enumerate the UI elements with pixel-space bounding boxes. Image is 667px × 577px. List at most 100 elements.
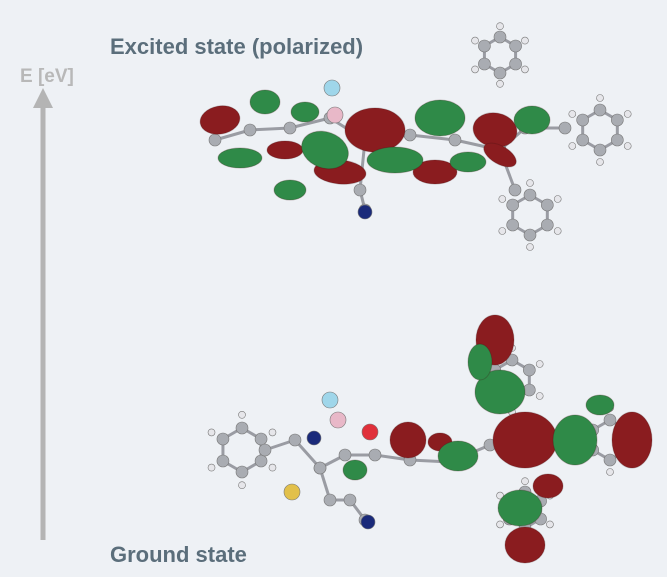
- atom: [521, 66, 528, 73]
- atom: [611, 134, 623, 146]
- atom: [449, 134, 461, 146]
- atom: [369, 449, 381, 461]
- atom: [507, 219, 519, 231]
- atom: [269, 464, 276, 471]
- atom: [239, 411, 246, 418]
- atom: [597, 159, 604, 166]
- orbital-lobe: [514, 106, 550, 134]
- atom: [510, 58, 522, 70]
- atom: [307, 431, 321, 445]
- orbital-lobe: [438, 441, 478, 471]
- atom: [527, 244, 534, 251]
- orbital-lobe: [612, 412, 652, 468]
- atom: [289, 434, 301, 446]
- orbital-lobe: [468, 344, 492, 380]
- atom: [244, 124, 256, 136]
- atom: [507, 199, 519, 211]
- atom: [330, 412, 346, 428]
- atom: [509, 184, 521, 196]
- atom: [339, 449, 351, 461]
- atom: [362, 424, 378, 440]
- orbital-lobe: [250, 90, 280, 114]
- atom: [324, 80, 340, 96]
- atom: [497, 521, 504, 528]
- atom: [208, 464, 215, 471]
- atom: [611, 114, 623, 126]
- atom: [322, 392, 338, 408]
- atom: [209, 134, 221, 146]
- atom: [354, 184, 366, 196]
- atom: [217, 433, 229, 445]
- atom: [361, 515, 375, 529]
- atom: [236, 466, 248, 478]
- atom: [269, 429, 276, 436]
- atom: [358, 205, 372, 219]
- atom: [499, 196, 506, 203]
- atom: [523, 364, 535, 376]
- atom: [594, 144, 606, 156]
- atom: [577, 114, 589, 126]
- atom: [494, 67, 506, 79]
- orbital-lobe: [533, 474, 563, 498]
- orbital-lobe: [450, 152, 486, 172]
- atom: [624, 143, 631, 150]
- atom: [604, 454, 616, 466]
- atom: [478, 40, 490, 52]
- atom: [494, 31, 506, 43]
- atom: [541, 219, 553, 231]
- atom: [536, 361, 543, 368]
- atom: [472, 37, 479, 44]
- atom: [554, 228, 561, 235]
- atom: [208, 429, 215, 436]
- energy-axis-label: E [eV]: [20, 66, 74, 87]
- atom: [559, 122, 571, 134]
- orbital-lobe: [367, 147, 423, 173]
- orbital-lobe: [343, 460, 367, 480]
- orbital-lobe: [498, 490, 542, 526]
- atom: [327, 107, 343, 123]
- orbital-lobe: [345, 108, 405, 152]
- ground-state-label: Ground state: [110, 542, 247, 567]
- atom: [499, 228, 506, 235]
- atom: [569, 143, 576, 150]
- atom: [594, 104, 606, 116]
- atom: [284, 122, 296, 134]
- atom: [497, 80, 504, 87]
- atom: [527, 180, 534, 187]
- orbital-lobe: [415, 100, 465, 136]
- atom: [314, 462, 326, 474]
- excited-state-label: Excited state (polarized): [110, 34, 363, 59]
- atom: [554, 196, 561, 203]
- atom: [624, 111, 631, 118]
- orbital-lobe: [493, 412, 557, 468]
- orbital-lobe: [505, 527, 545, 563]
- atom: [597, 95, 604, 102]
- atom: [524, 229, 536, 241]
- orbital-lobe: [390, 422, 426, 458]
- orbital-lobe: [267, 141, 303, 159]
- atom: [497, 23, 504, 30]
- orbital-lobe: [291, 102, 319, 122]
- orbital-lobe: [586, 395, 614, 415]
- atom: [284, 484, 300, 500]
- atom: [478, 58, 490, 70]
- atom: [255, 455, 267, 467]
- atom: [536, 393, 543, 400]
- atom: [569, 111, 576, 118]
- orbital-diagram: E [eV] Excited state (polarized) Ground …: [0, 0, 667, 577]
- atom: [521, 37, 528, 44]
- atom: [236, 422, 248, 434]
- page: E [eV] Excited state (polarized) Ground …: [0, 0, 667, 577]
- atom: [524, 189, 536, 201]
- orbital-lobe: [218, 148, 262, 168]
- atom: [259, 444, 271, 456]
- orbital-lobe: [274, 180, 306, 200]
- atom: [344, 494, 356, 506]
- atom: [239, 482, 246, 489]
- atom: [324, 494, 336, 506]
- atom: [604, 414, 616, 426]
- atom: [404, 129, 416, 141]
- atom: [472, 66, 479, 73]
- atom: [510, 40, 522, 52]
- atom: [607, 469, 614, 476]
